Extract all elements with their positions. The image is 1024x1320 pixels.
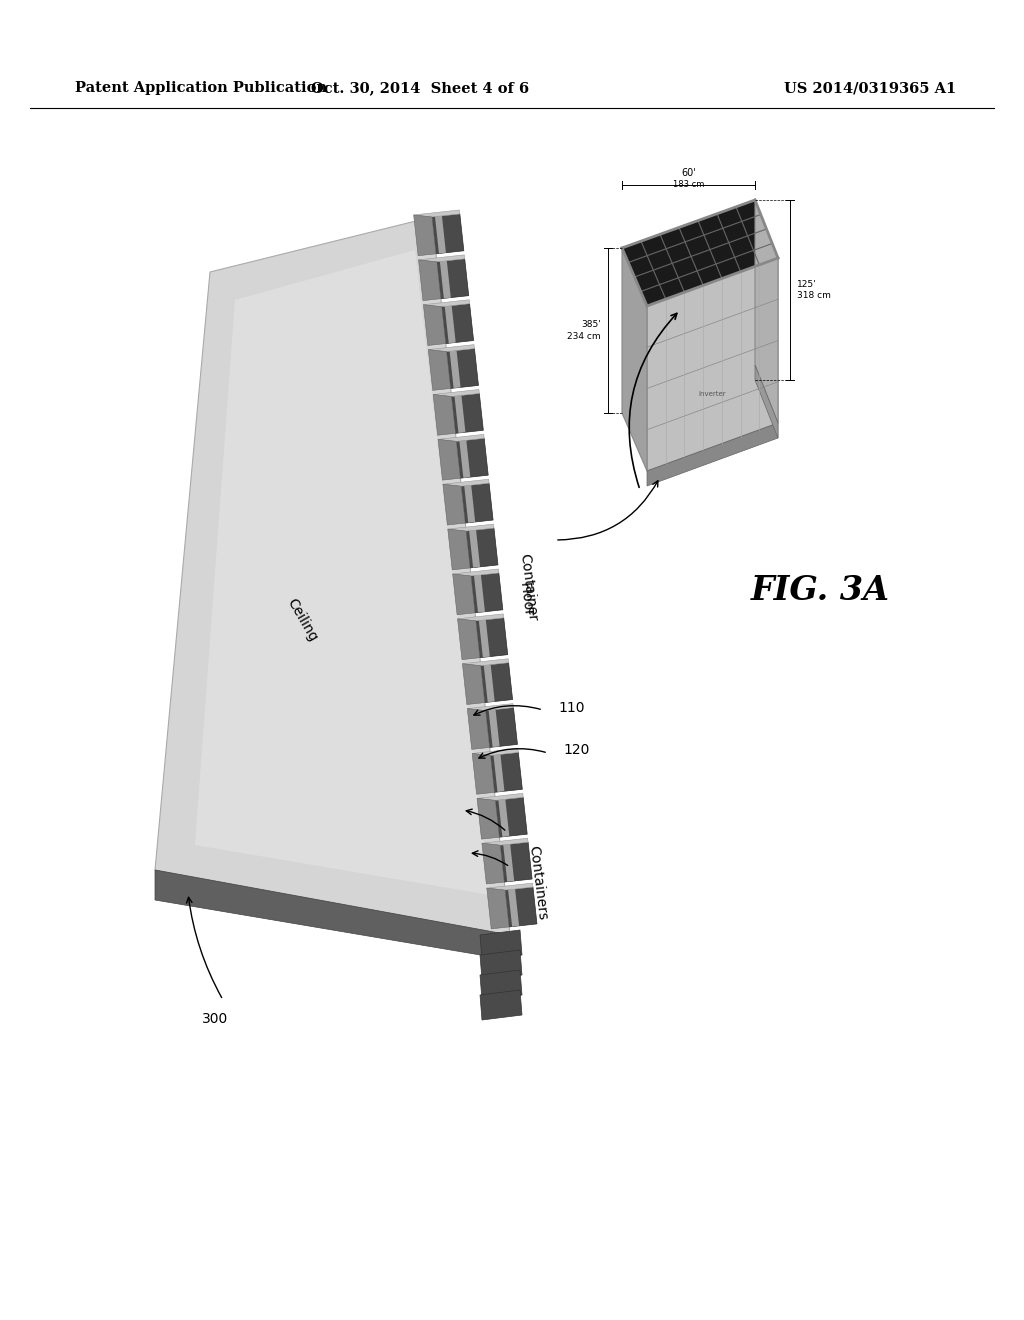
Polygon shape: [464, 486, 475, 523]
Text: 120: 120: [563, 743, 590, 756]
Polygon shape: [503, 845, 514, 882]
Polygon shape: [423, 305, 445, 346]
Polygon shape: [450, 351, 461, 388]
Polygon shape: [479, 620, 489, 657]
Polygon shape: [488, 710, 500, 747]
Polygon shape: [463, 659, 509, 665]
Text: Container: Container: [517, 553, 539, 622]
Polygon shape: [474, 576, 485, 612]
Polygon shape: [622, 248, 647, 471]
Polygon shape: [480, 990, 522, 1020]
Polygon shape: [432, 214, 464, 253]
Text: 183 cm: 183 cm: [673, 180, 705, 189]
Polygon shape: [433, 389, 479, 396]
Polygon shape: [755, 366, 778, 438]
Polygon shape: [435, 216, 445, 253]
Polygon shape: [455, 396, 466, 433]
Text: Patent Application Publication: Patent Application Publication: [75, 81, 327, 95]
Polygon shape: [494, 755, 505, 792]
Polygon shape: [480, 663, 513, 702]
Text: inverter: inverter: [698, 392, 726, 397]
Text: 60': 60': [681, 168, 696, 178]
Polygon shape: [414, 215, 436, 256]
Polygon shape: [469, 531, 480, 568]
Text: Containers: Containers: [526, 845, 550, 921]
Polygon shape: [452, 393, 483, 433]
Polygon shape: [447, 529, 470, 570]
Polygon shape: [482, 838, 528, 845]
Polygon shape: [499, 800, 509, 837]
Polygon shape: [438, 434, 484, 441]
Polygon shape: [461, 483, 494, 523]
Polygon shape: [446, 348, 478, 388]
Polygon shape: [155, 870, 510, 960]
Polygon shape: [477, 799, 500, 840]
Polygon shape: [453, 574, 475, 615]
Text: FIG. 3A: FIG. 3A: [751, 573, 890, 606]
Text: Floor: Floor: [517, 582, 536, 618]
Polygon shape: [453, 569, 499, 576]
Polygon shape: [423, 300, 470, 306]
Text: 385'
234 cm: 385' 234 cm: [567, 321, 601, 341]
Polygon shape: [419, 255, 465, 261]
Polygon shape: [485, 708, 517, 747]
Polygon shape: [437, 259, 469, 298]
Polygon shape: [480, 950, 522, 979]
Polygon shape: [755, 201, 778, 422]
Text: Oct. 30, 2014  Sheet 4 of 6: Oct. 30, 2014 Sheet 4 of 6: [311, 81, 529, 95]
Polygon shape: [428, 350, 451, 391]
Polygon shape: [471, 573, 503, 612]
Polygon shape: [440, 261, 451, 298]
Polygon shape: [496, 797, 527, 837]
Polygon shape: [480, 931, 522, 960]
Text: US 2014/0319365 A1: US 2014/0319365 A1: [784, 81, 956, 95]
Polygon shape: [466, 528, 498, 568]
Polygon shape: [195, 249, 490, 895]
Polygon shape: [476, 618, 508, 657]
Polygon shape: [460, 441, 470, 478]
Polygon shape: [443, 479, 489, 486]
Polygon shape: [155, 216, 510, 935]
Polygon shape: [447, 524, 494, 531]
Text: Ceiling: Ceiling: [284, 595, 319, 644]
Polygon shape: [467, 709, 489, 750]
Polygon shape: [501, 842, 532, 882]
Text: 110: 110: [558, 701, 585, 715]
Polygon shape: [482, 843, 504, 884]
Polygon shape: [467, 704, 513, 710]
Polygon shape: [483, 665, 495, 702]
Polygon shape: [438, 440, 461, 480]
Polygon shape: [458, 614, 504, 620]
Polygon shape: [433, 395, 456, 436]
Polygon shape: [486, 883, 532, 890]
Polygon shape: [505, 887, 537, 927]
Text: 300: 300: [202, 1012, 228, 1026]
Polygon shape: [647, 257, 778, 471]
Text: 125'
318 cm: 125' 318 cm: [797, 280, 830, 301]
Polygon shape: [477, 793, 523, 800]
Polygon shape: [457, 438, 488, 478]
Polygon shape: [414, 210, 460, 216]
Polygon shape: [622, 201, 778, 306]
Polygon shape: [490, 752, 522, 792]
Polygon shape: [444, 306, 456, 343]
Polygon shape: [480, 970, 522, 1001]
Polygon shape: [486, 888, 509, 929]
Polygon shape: [458, 619, 480, 660]
Polygon shape: [441, 304, 473, 343]
Polygon shape: [443, 484, 465, 525]
Polygon shape: [463, 664, 484, 705]
Polygon shape: [428, 345, 474, 351]
Polygon shape: [419, 260, 441, 301]
Polygon shape: [508, 890, 519, 927]
Polygon shape: [472, 748, 518, 755]
Polygon shape: [647, 422, 778, 486]
Polygon shape: [472, 754, 495, 795]
